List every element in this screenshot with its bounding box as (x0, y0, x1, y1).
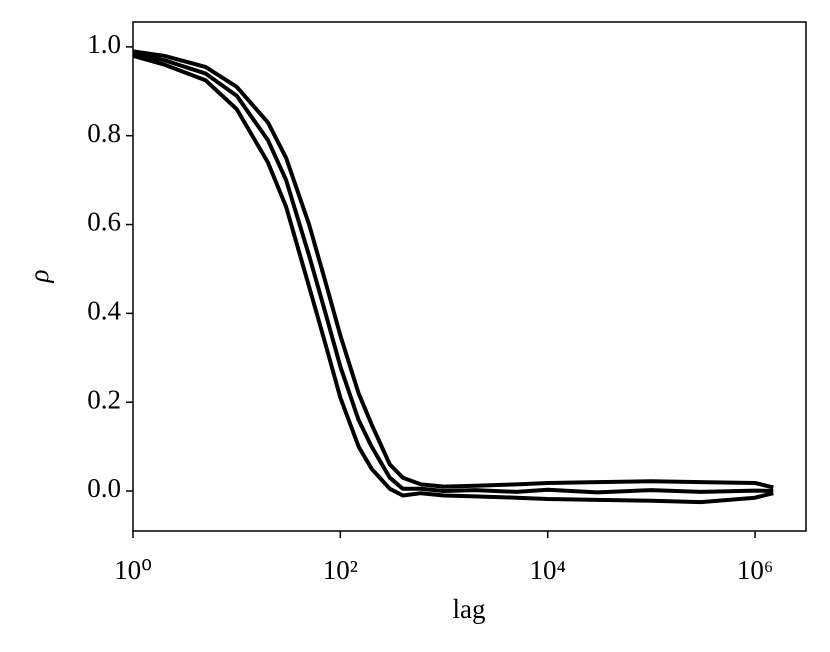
line (132, 53, 774, 505)
x-tick-label: 10⁰ (114, 555, 152, 585)
x-tick-label: 10² (323, 555, 358, 585)
plot-frame (132, 21, 807, 532)
y-axis-label: ρ (24, 269, 54, 283)
x-tick-label: 10⁶ (737, 555, 773, 585)
y-tick-label: 0.4 (87, 296, 121, 326)
y-tick-label: 0.8 (87, 118, 121, 148)
y-tick-label: 1.0 (87, 29, 121, 59)
y-tick-label: 0.0 (87, 473, 121, 503)
y-tick-label: 0.2 (87, 384, 121, 414)
x-tick-label: 10⁴ (529, 555, 565, 585)
y-tick-label: 0.6 (87, 207, 121, 237)
line (132, 51, 774, 495)
line (132, 49, 774, 490)
x-axis-label: lag (453, 594, 486, 624)
